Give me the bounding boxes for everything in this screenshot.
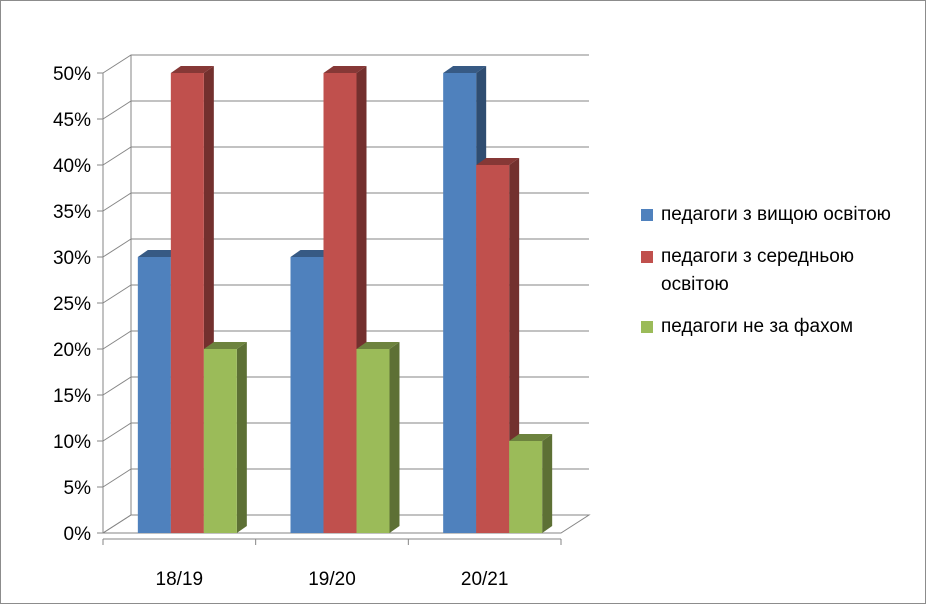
y-tick-label: 35% [53,202,91,223]
bar-front [204,349,237,533]
bar [204,342,247,533]
legend-swatch [641,251,653,263]
bar-side [390,342,400,533]
legend: педагоги з вищою освітою педагоги з сере… [641,201,921,355]
y-tick-label: 50% [53,64,91,85]
y-tick-label: 45% [53,110,91,131]
y-tick-label: 15% [53,386,91,407]
legend-swatch [641,209,653,221]
y-tick-label: 0% [64,524,92,545]
legend-label: педагоги з середньою освітою [661,243,921,299]
y-tick-label: 5% [64,478,92,499]
bar [357,342,400,533]
bar-front [291,257,324,533]
bar-side [542,434,552,533]
bar [509,434,552,533]
bar-front [324,73,357,533]
y-tick-label: 30% [53,248,91,269]
y-tick-label: 10% [53,432,91,453]
bar-front [476,165,509,533]
x-tick-label: 18/19 [156,569,204,590]
legend-swatch [641,321,653,333]
bar-front [509,441,542,533]
legend-item: педагоги не за фахом [641,313,921,341]
bar-front [357,349,390,533]
legend-item: педагоги з вищою освітою [641,201,921,229]
y-tick-label: 40% [53,156,91,177]
legend-item: педагоги з середньою освітою [641,243,921,299]
x-tick-label: 19/20 [308,569,356,590]
bar-side [237,342,247,533]
bar-front [171,73,204,533]
legend-label: педагоги не за фахом [661,313,853,341]
y-tick-label: 20% [53,340,91,361]
y-tick-label: 25% [53,294,91,315]
x-tick-label: 20/21 [461,569,509,590]
bar-front [138,257,171,533]
legend-label: педагоги з вищою освітою [661,201,891,229]
bar-front [443,73,476,533]
